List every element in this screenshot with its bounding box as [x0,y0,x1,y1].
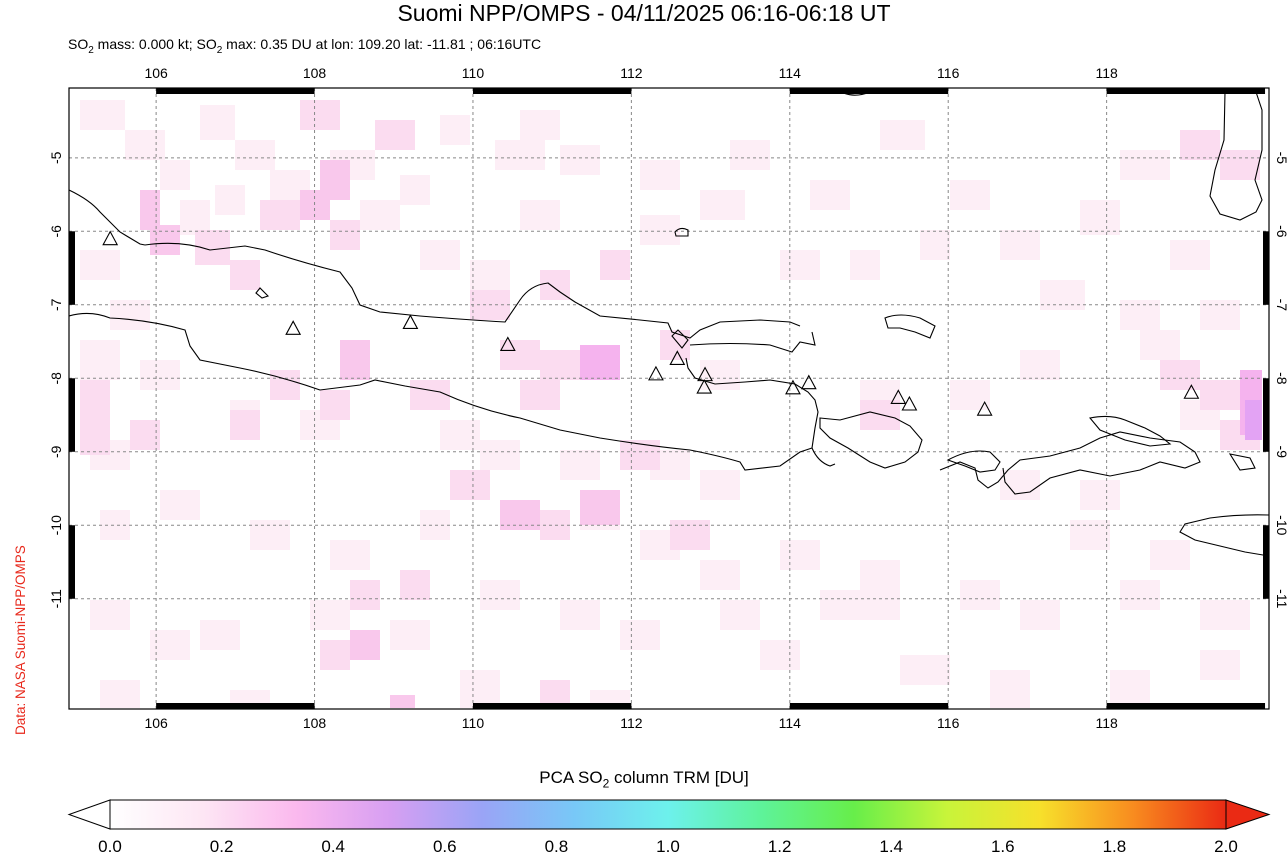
lon-tick-label-top: 116 [937,65,960,81]
volcano-marker-icon [499,336,516,352]
volcano-marker-icon [402,314,419,329]
volcano-marker-icon [800,374,817,390]
lon-tick-label-top: 108 [303,65,327,81]
volcano-marker-icon [285,320,302,335]
graticule [69,88,1269,709]
lat-tick-label-right: -11 [1274,589,1288,608]
lon-tick-label-bottom: 106 [144,715,168,731]
lon-tick-label-bottom: 110 [462,715,485,731]
colorbar-under-arrow [67,799,111,830]
frame-ticks [69,88,1269,709]
colorbar-tick-label: 0.2 [210,837,234,855]
lon-tick-label-top: 112 [620,65,643,81]
lon-tick-label-bottom: 116 [937,715,960,731]
volcano-marker-icon [901,395,918,411]
lat-tick-label-left: -5 [48,151,64,164]
volcano-markers [102,230,1200,416]
lat-tick-label-right: -6 [1274,225,1288,238]
volcano-marker-icon [102,230,119,246]
colorbar-tick-label: 0.4 [321,837,345,855]
lon-tick-label-bottom: 112 [620,715,643,731]
lon-tick-label-top: 114 [779,65,802,81]
colorbar-tick-label: 1.4 [879,837,903,855]
so2-pixel-layer [80,100,1262,708]
volcano-marker-icon [669,350,686,365]
colorbar-tick-label: 0.0 [98,837,122,855]
lat-tick-label-left: -11 [48,589,64,608]
map-title: Suomi NPP/OMPS - 04/11/2025 06:16-06:18 … [397,0,891,26]
volcano-marker-icon [785,379,801,395]
lon-tick-label-bottom: 114 [779,715,802,731]
lat-tick-label-right: -8 [1274,372,1288,385]
lat-tick-label-left: -8 [48,372,64,385]
lon-tick-label-bottom: 118 [1095,715,1118,731]
volcano-marker-icon [976,400,993,416]
map-subtitle: SO2 mass: 0.000 kt; SO2 max: 0.35 DU at … [68,36,542,56]
lon-tick-label-bottom: 108 [303,715,327,731]
colorbar-tick-label: 0.8 [545,837,569,855]
lat-tick-label-right: -10 [1274,515,1288,535]
colorbar-tick-label: 1.2 [768,837,792,855]
axis-tick-labels: 106 106 108 108 110 110 112 112 114 114 116 116 118 1… [48,65,1288,731]
lat-tick-label-right: -7 [1274,299,1288,312]
colorbar-tick-label: 1.6 [991,837,1015,855]
lat-tick-label-right: -9 [1274,446,1288,459]
colorbar-tick-label: 1.0 [656,837,680,855]
colorbar: 0.0 0.2 0.4 0.6 0.8 1.0 1.2 1.4 1.6 1.8 2.0 [67,799,1271,855]
lon-tick-label-top: 110 [462,65,485,81]
colorbar-tick-label: 2.0 [1214,837,1238,855]
coastlines [69,88,1269,557]
lon-tick-label-top: 118 [1095,65,1118,81]
lat-tick-label-left: -6 [48,225,64,238]
volcano-marker-icon [696,378,713,394]
lon-tick-label-top: 106 [144,65,168,81]
colorbar-over-arrow [1225,799,1271,830]
colorbar-tick-label: 1.8 [1103,837,1127,855]
volcano-marker-icon [890,389,907,404]
lat-tick-label-left: -9 [48,445,64,458]
lat-tick-label-left: -7 [48,298,64,311]
volcano-marker-icon [1183,384,1200,399]
colorbar-gradient [109,799,1227,830]
colorbar-tick-label: 0.6 [433,837,457,855]
lat-tick-label-left: -10 [48,515,64,535]
lat-tick-label-right: -5 [1274,152,1288,165]
volcano-marker-icon [648,365,664,381]
colorbar-title: PCA SO2 column TRM [DU] [539,768,749,791]
